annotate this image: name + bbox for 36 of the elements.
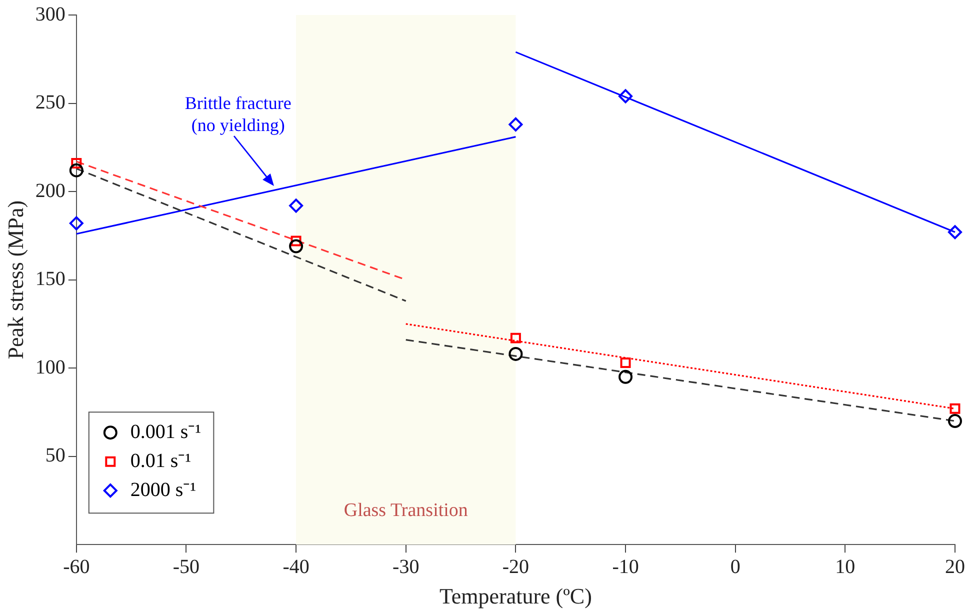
point: [69, 163, 84, 178]
point: [289, 239, 304, 254]
point: [618, 370, 633, 384]
y-tick-label: 100: [35, 356, 66, 378]
point: [508, 346, 523, 361]
point: [948, 414, 962, 428]
legend-label: 0.01 s⁻¹: [130, 450, 192, 472]
y-tick-label: 50: [45, 444, 66, 467]
x-tick-label: -50: [172, 556, 200, 578]
x-tick-label: 10: [835, 556, 856, 578]
x-tick-label: 0: [730, 556, 740, 578]
annotation: Brittle fracture (no yielding): [184, 92, 292, 135]
point: [510, 332, 521, 344]
point: [618, 89, 633, 104]
point: [950, 403, 960, 414]
point: [948, 225, 962, 240]
x-tick-label: -10: [612, 556, 639, 578]
x-tick-label: -60: [63, 556, 90, 578]
legend-label: 2000 s⁻¹: [130, 478, 196, 501]
x-tick-label: 20: [945, 556, 965, 578]
point: [289, 198, 304, 213]
legend-label: 0.001 s⁻¹: [130, 420, 202, 443]
band-label: Glass Transition: [344, 500, 468, 522]
x-tick-label: -40: [282, 556, 310, 578]
y-tick-label: 150: [35, 268, 66, 290]
y-tick-label: 300: [35, 3, 66, 26]
y-axis-title: Peak stress (MPa): [2, 200, 28, 360]
y-tick-label: 250: [35, 92, 66, 114]
point: [69, 216, 84, 230]
x-tick-label: -20: [502, 556, 530, 578]
x-axis-title: Temperature (ºC): [439, 584, 592, 609]
y-tick-label: 200: [35, 180, 66, 202]
point: [508, 117, 523, 132]
point: [620, 358, 631, 368]
x-tick-label: -30: [392, 556, 420, 578]
point: [71, 158, 82, 169]
